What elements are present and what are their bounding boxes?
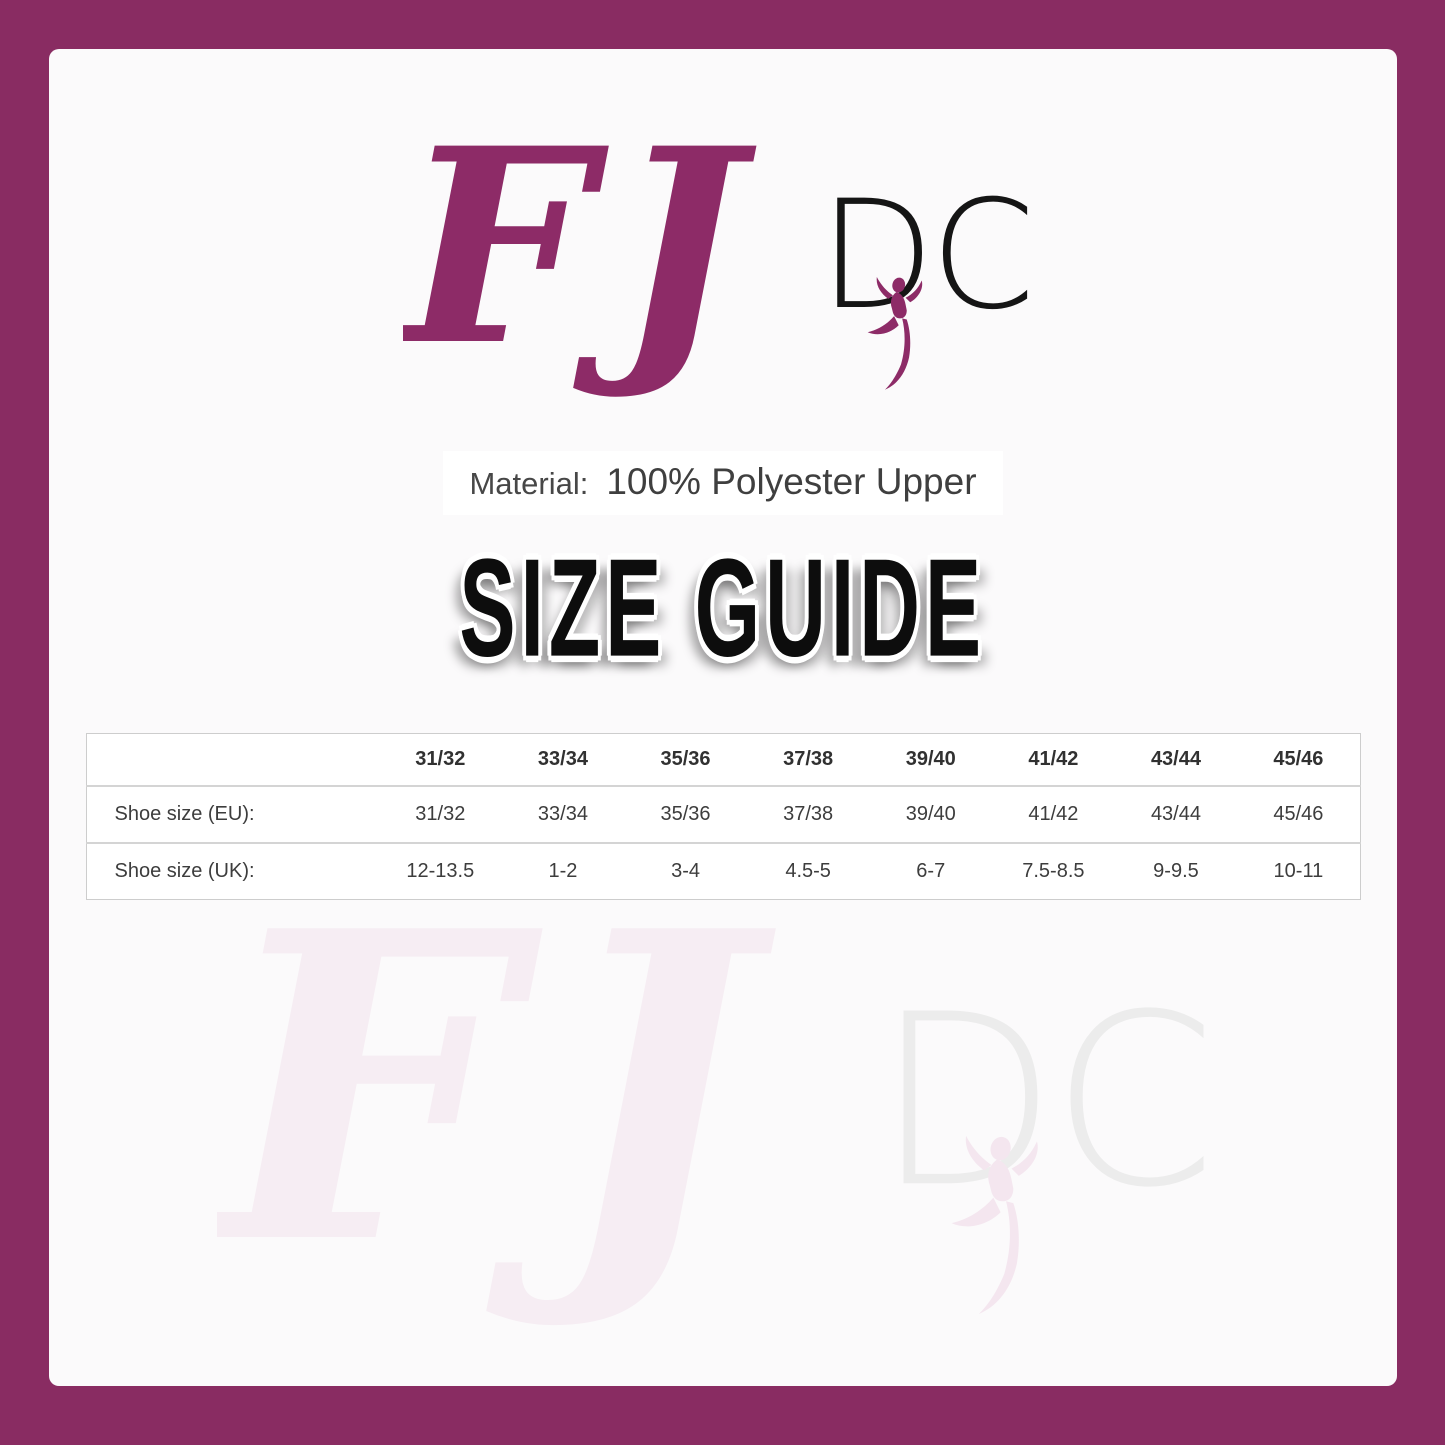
column-header: 39/40 xyxy=(905,747,956,770)
column-header: 37/38 xyxy=(783,747,834,770)
row-label-eu: Shoe size (EU): xyxy=(114,802,255,825)
logo-script-text: FJ xyxy=(403,141,764,405)
watermark-logo: FJ DC xyxy=(217,921,1216,1337)
table-cell: 4.5-5 xyxy=(785,859,831,882)
table-cell: 9-9.5 xyxy=(1153,859,1199,882)
table-cell: 6-7 xyxy=(916,859,946,882)
table-cell: 43/44 xyxy=(1150,802,1201,825)
table-cell: 12-13.5 xyxy=(406,859,475,882)
size-table-wrap: 31/32 33/34 35/36 37/38 39/40 41/42 43/4… xyxy=(85,733,1361,900)
table-cell: 41/42 xyxy=(1028,802,1079,825)
size-guide-heading-wrap: SIZE GUIDE xyxy=(49,539,1397,678)
material-label: Material: xyxy=(469,466,589,501)
table-cell: 3-4 xyxy=(671,859,700,882)
logo-suffix-text: DC xyxy=(819,169,1031,343)
dancer-icon xyxy=(867,277,923,390)
table-cell: 45/46 xyxy=(1273,802,1324,825)
table-cell: 35/36 xyxy=(660,802,711,825)
watermark-dancer-icon xyxy=(951,1135,1038,1314)
table-header-row: 31/32 33/34 35/36 37/38 39/40 41/42 43/4… xyxy=(86,734,1360,786)
column-header: 45/46 xyxy=(1273,747,1324,770)
watermark-suffix-text: DC xyxy=(875,963,1210,1239)
page-title: SIZE GUIDE xyxy=(459,530,987,687)
size-table: 31/32 33/34 35/36 37/38 39/40 41/42 43/4… xyxy=(85,733,1361,900)
table-row: Shoe size (EU): 31/32 33/34 35/36 37/38 … xyxy=(86,785,1360,843)
brand-logo: FJ DC xyxy=(403,141,1035,405)
material-line: Material: 100% Polyester Upper xyxy=(443,451,1003,515)
table-cell: 10-11 xyxy=(1273,859,1324,882)
watermark-script-text: FJ xyxy=(217,921,788,1337)
column-header: 41/42 xyxy=(1028,747,1079,770)
table-cell: 1-2 xyxy=(548,859,578,882)
table-cell: 37/38 xyxy=(783,802,834,825)
table-cell: 7.5-8.5 xyxy=(1022,859,1085,882)
table-cell: 33/34 xyxy=(537,802,588,825)
table-corner-cell xyxy=(86,734,379,786)
column-header: 31/32 xyxy=(415,747,466,770)
table-row: Shoe size (UK): 12-13.5 1-2 3-4 4.5-5 6-… xyxy=(86,842,1360,900)
table-cell: 31/32 xyxy=(415,802,466,825)
column-header: 35/36 xyxy=(660,747,711,770)
column-header: 33/34 xyxy=(537,747,588,770)
content-panel: FJ DC Material: 100% Polyester Upper SIZ… xyxy=(49,49,1397,1386)
row-label-uk: Shoe size (UK): xyxy=(114,859,255,882)
material-value: 100% Polyester Upper xyxy=(606,461,977,502)
column-header: 43/44 xyxy=(1150,747,1201,770)
table-cell: 39/40 xyxy=(905,802,956,825)
